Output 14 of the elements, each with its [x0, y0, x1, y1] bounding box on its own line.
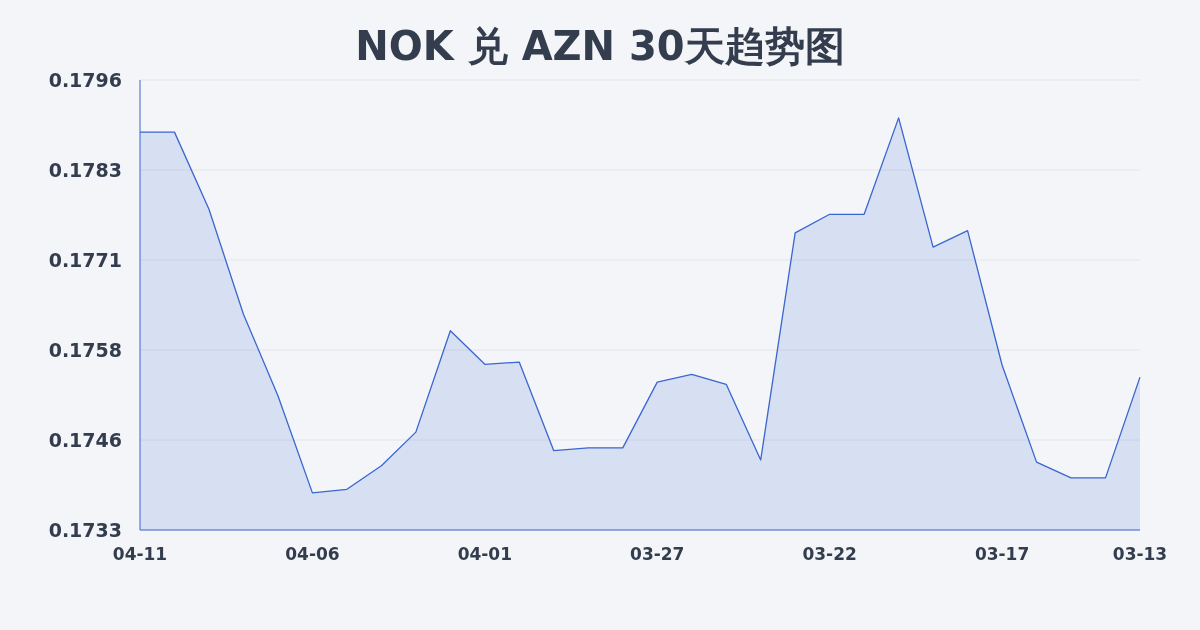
x-tick-label: 04-01	[457, 544, 513, 564]
x-tick-label: 03-27	[630, 544, 685, 564]
y-tick-label: 0.1783	[48, 159, 122, 181]
x-tick-label: 03-13	[1112, 544, 1168, 564]
y-tick-label: 0.1758	[48, 339, 122, 361]
x-tick-label: 04-06	[285, 544, 340, 564]
x-tick-label: 03-22	[802, 544, 857, 564]
chart-title: NOK 兑 AZN 30天趋势图	[355, 23, 845, 69]
y-tick-label: 0.1746	[48, 429, 122, 451]
y-tick-label: 0.1796	[48, 69, 122, 91]
x-tick-label: 03-17	[974, 544, 1030, 564]
y-tick-label: 0.1771	[48, 249, 122, 271]
y-tick-label: 0.1733	[48, 519, 122, 541]
x-tick-label: 04-11	[112, 544, 168, 564]
